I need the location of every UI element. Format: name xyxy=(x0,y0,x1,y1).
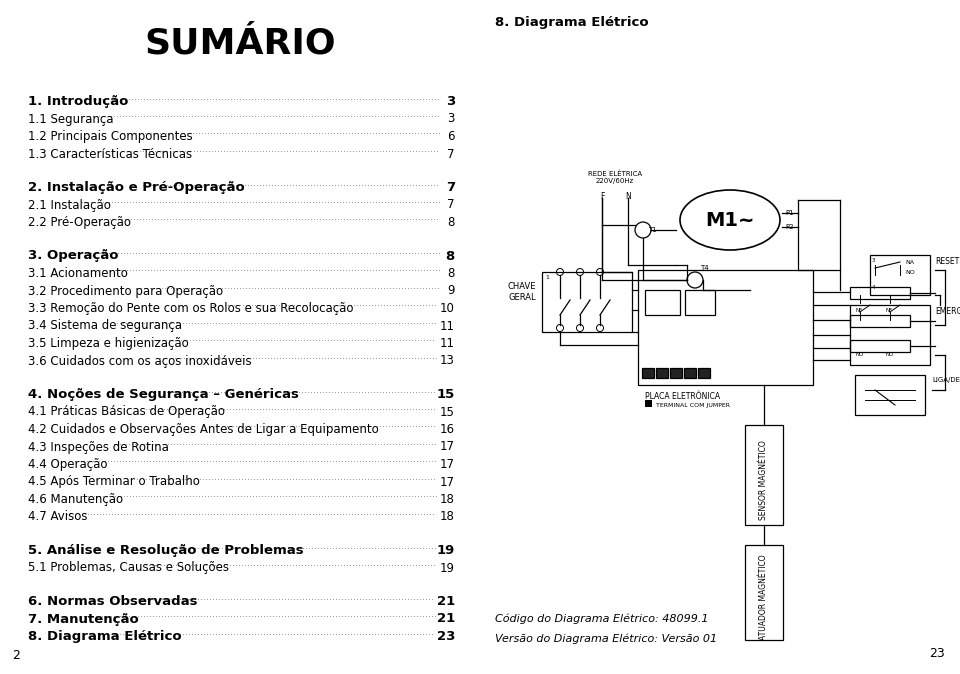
Text: 21: 21 xyxy=(437,595,455,608)
Text: 3. Operação: 3. Operação xyxy=(28,249,118,262)
FancyBboxPatch shape xyxy=(670,368,682,378)
Text: PLACA ELETRÔNICA: PLACA ELETRÔNICA xyxy=(645,392,720,401)
Text: 7: 7 xyxy=(447,199,455,212)
Text: EMERGÊNCIA: EMERGÊNCIA xyxy=(935,307,960,316)
Text: 18: 18 xyxy=(440,510,455,524)
Text: LIGA/DESLIGA: LIGA/DESLIGA xyxy=(932,377,960,383)
Text: 4.2 Cuidados e Observações Antes de Ligar a Equipamento: 4.2 Cuidados e Observações Antes de Liga… xyxy=(28,423,379,436)
Text: N: N xyxy=(625,192,631,201)
Text: 17: 17 xyxy=(440,458,455,471)
Text: 8: 8 xyxy=(445,249,455,262)
Text: 8: 8 xyxy=(447,216,455,229)
Text: 1.3 Características Técnicas: 1.3 Características Técnicas xyxy=(28,148,192,160)
FancyBboxPatch shape xyxy=(642,368,654,378)
Text: NF: NF xyxy=(885,308,892,313)
Text: ATUADOR MAGNÉTICO: ATUADOR MAGNÉTICO xyxy=(759,555,769,640)
FancyBboxPatch shape xyxy=(684,368,696,378)
Text: 17: 17 xyxy=(440,475,455,489)
Text: P1: P1 xyxy=(785,210,794,216)
Text: 4.1 Práticas Básicas de Operação: 4.1 Práticas Básicas de Operação xyxy=(28,406,225,419)
Text: 1. Introdução: 1. Introdução xyxy=(28,95,129,108)
Text: 10: 10 xyxy=(440,302,455,315)
Text: 1: 1 xyxy=(545,275,549,280)
Text: 4.5 Após Terminar o Trabalho: 4.5 Após Terminar o Trabalho xyxy=(28,475,200,489)
Text: 9: 9 xyxy=(447,284,455,297)
Text: 3: 3 xyxy=(872,258,876,263)
Text: 3.6 Cuidados com os aços inoxidáveis: 3.6 Cuidados com os aços inoxidáveis xyxy=(28,355,252,367)
Text: RESET: RESET xyxy=(935,257,959,266)
Text: 4.7 Avisos: 4.7 Avisos xyxy=(28,510,87,524)
Text: 11: 11 xyxy=(440,319,455,332)
Text: 1.2 Principais Componentes: 1.2 Principais Componentes xyxy=(28,130,193,143)
Text: NO: NO xyxy=(855,352,863,357)
Text: 2.1 Instalação: 2.1 Instalação xyxy=(28,199,110,212)
Text: 8: 8 xyxy=(447,267,455,280)
Text: 3.1 Acionamento: 3.1 Acionamento xyxy=(28,267,128,280)
Text: SUMÁRIO: SUMÁRIO xyxy=(144,26,336,60)
Text: Código do Diagrama Elétrico: 48099.1: Código do Diagrama Elétrico: 48099.1 xyxy=(495,613,708,624)
Text: 3.4 Sistema de segurança: 3.4 Sistema de segurança xyxy=(28,319,182,332)
Text: 17: 17 xyxy=(440,441,455,454)
Text: 5. Análise e Resolução de Problemas: 5. Análise e Resolução de Problemas xyxy=(28,544,303,557)
Text: 8. Diagrama Elétrico: 8. Diagrama Elétrico xyxy=(495,16,649,29)
Text: 7: 7 xyxy=(447,148,455,160)
Text: 16: 16 xyxy=(440,423,455,436)
Text: T4: T4 xyxy=(700,265,708,271)
Text: 7: 7 xyxy=(445,181,455,194)
Text: P2: P2 xyxy=(785,224,794,230)
Text: 2: 2 xyxy=(12,649,20,662)
Text: 2. Instalação e Pré-Operação: 2. Instalação e Pré-Operação xyxy=(28,181,245,194)
Text: 15: 15 xyxy=(440,406,455,419)
Text: 3: 3 xyxy=(447,113,455,125)
Text: NF: NF xyxy=(855,308,862,313)
Text: REDE ELÉTRICA: REDE ELÉTRICA xyxy=(588,170,642,177)
Text: NA: NA xyxy=(905,260,914,265)
Text: 4.4 Operação: 4.4 Operação xyxy=(28,458,108,471)
Text: Versão do Diagrama Elétrico: Versão 01: Versão do Diagrama Elétrico: Versão 01 xyxy=(495,634,717,644)
Text: 13: 13 xyxy=(440,355,455,367)
Text: 18: 18 xyxy=(440,493,455,506)
Text: 3.5 Limpeza e higienização: 3.5 Limpeza e higienização xyxy=(28,337,189,350)
Text: 6. Normas Observadas: 6. Normas Observadas xyxy=(28,595,198,608)
Text: 3: 3 xyxy=(445,95,455,108)
Text: NO: NO xyxy=(885,352,894,357)
Text: 220V/60Hz: 220V/60Hz xyxy=(596,178,635,184)
Text: 2.2 Pré-Operação: 2.2 Pré-Operação xyxy=(28,216,131,229)
Text: CHAVE
GERAL: CHAVE GERAL xyxy=(508,282,537,302)
Text: 4: 4 xyxy=(872,285,876,290)
Text: 6: 6 xyxy=(447,130,455,143)
Text: 3.2 Procedimento para Operação: 3.2 Procedimento para Operação xyxy=(28,284,223,297)
Text: M1~: M1~ xyxy=(706,210,755,230)
Text: 8. Diagrama Elétrico: 8. Diagrama Elétrico xyxy=(28,630,181,643)
Text: 21: 21 xyxy=(437,613,455,625)
Text: 7. Manutenção: 7. Manutenção xyxy=(28,613,139,625)
Text: TERMINAL COM JUMPER: TERMINAL COM JUMPER xyxy=(656,403,730,408)
Text: 4.6 Manutenção: 4.6 Manutenção xyxy=(28,493,123,506)
Text: 23: 23 xyxy=(437,630,455,643)
FancyBboxPatch shape xyxy=(656,368,668,378)
Text: 11: 11 xyxy=(440,337,455,350)
Text: 19: 19 xyxy=(437,544,455,557)
Text: 4. Noções de Segurança – Genéricas: 4. Noções de Segurança – Genéricas xyxy=(28,388,299,401)
Text: 1.1 Segurança: 1.1 Segurança xyxy=(28,113,113,125)
Text: 4.3 Inspeções de Rotina: 4.3 Inspeções de Rotina xyxy=(28,441,169,454)
Text: 19: 19 xyxy=(440,561,455,574)
Text: 15: 15 xyxy=(437,388,455,401)
Text: F: F xyxy=(600,192,604,201)
Text: 3.3 Remoção do Pente com os Rolos e sua Recolocação: 3.3 Remoção do Pente com os Rolos e sua … xyxy=(28,302,353,315)
FancyBboxPatch shape xyxy=(698,368,710,378)
Text: NO: NO xyxy=(905,270,915,275)
Text: SENSOR MAGNÉTICO: SENSOR MAGNÉTICO xyxy=(759,440,769,520)
Text: 5.1 Problemas, Causas e Soluções: 5.1 Problemas, Causas e Soluções xyxy=(28,561,229,574)
Text: T1: T1 xyxy=(648,227,657,233)
Text: 23: 23 xyxy=(929,647,945,660)
FancyBboxPatch shape xyxy=(645,400,652,407)
